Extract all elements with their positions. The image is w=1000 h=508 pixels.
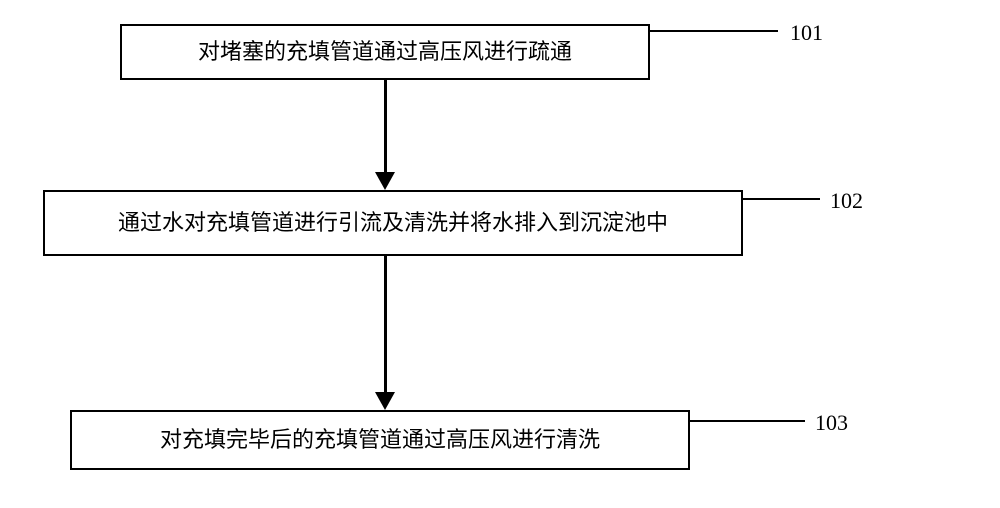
flowchart-container: 对堵塞的充填管道通过高压风进行疏通 101 通过水对充填管道进行引流及清洗并将水… (0, 0, 1000, 508)
arrow-line (384, 256, 387, 392)
leader-line (743, 198, 820, 200)
flowchart-node-step2: 通过水对充填管道进行引流及清洗并将水排入到沉淀池中 (43, 190, 743, 256)
arrow-head-icon (375, 172, 395, 190)
node-text: 通过水对充填管道进行引流及清洗并将水排入到沉淀池中 (118, 208, 668, 239)
leader-line (690, 420, 805, 422)
node-label-101: 101 (790, 20, 823, 46)
node-label-102: 102 (830, 188, 863, 214)
arrow-head-icon (375, 392, 395, 410)
flowchart-node-step1: 对堵塞的充填管道通过高压风进行疏通 (120, 24, 650, 80)
node-text: 对堵塞的充填管道通过高压风进行疏通 (198, 37, 572, 68)
arrow-line (384, 80, 387, 172)
leader-line (650, 30, 778, 32)
flowchart-node-step3: 对充填完毕后的充填管道通过高压风进行清洗 (70, 410, 690, 470)
node-text: 对充填完毕后的充填管道通过高压风进行清洗 (160, 425, 600, 456)
node-label-103: 103 (815, 410, 848, 436)
